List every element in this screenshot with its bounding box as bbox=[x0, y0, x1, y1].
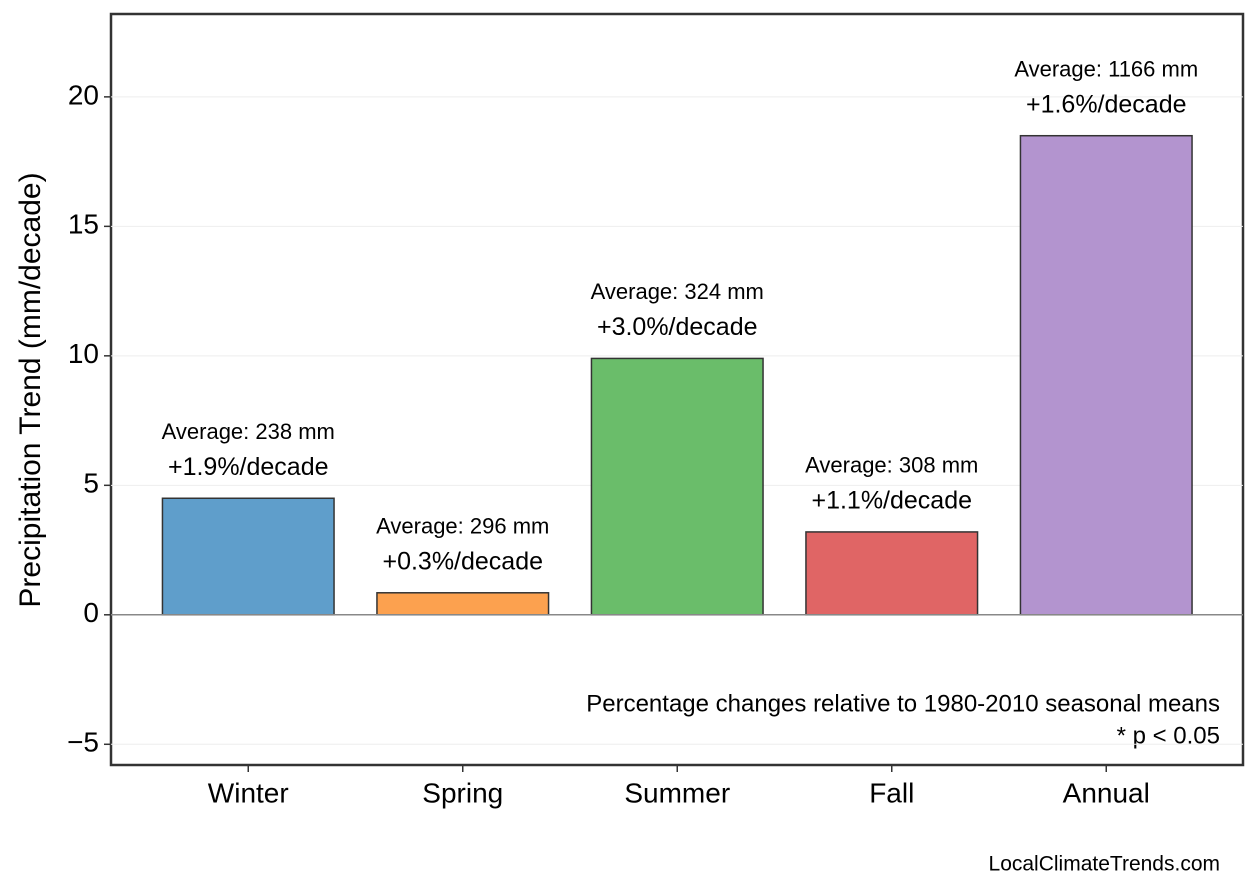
y-tick-label: 0 bbox=[83, 597, 99, 628]
y-tick-label: 20 bbox=[68, 79, 99, 110]
bar bbox=[590, 357, 764, 616]
x-tick-label: Winter bbox=[208, 777, 289, 808]
x-tick-label: Annual bbox=[1063, 777, 1150, 808]
average-label: Average: 238 mm bbox=[162, 419, 335, 444]
y-tick-label: 5 bbox=[83, 468, 99, 499]
y-tick-label: −5 bbox=[67, 727, 99, 758]
average-label: Average: 296 mm bbox=[376, 514, 549, 539]
bar bbox=[805, 531, 979, 616]
trend-label: +1.9%/decade bbox=[168, 453, 329, 481]
source: LocalClimateTrends.com bbox=[989, 853, 1220, 876]
y-tick-label: 10 bbox=[68, 338, 99, 369]
bar bbox=[376, 592, 550, 616]
y-axis-label: Precipitation Trend (mm/decade) bbox=[14, 172, 47, 607]
trend-label: +1.1%/decade bbox=[811, 487, 972, 515]
bar bbox=[1019, 134, 1193, 616]
y-tick-label: 15 bbox=[68, 209, 99, 240]
average-label: Average: 324 mm bbox=[591, 279, 764, 304]
annotation: * p < 0.05 bbox=[1117, 722, 1220, 749]
x-tick-label: Fall bbox=[869, 777, 914, 808]
trend-label: +0.3%/decade bbox=[382, 547, 543, 575]
average-label: Average: 1166 mm bbox=[1014, 57, 1198, 82]
trend-label: +1.6%/decade bbox=[1026, 90, 1187, 118]
x-tick-label: Summer bbox=[624, 777, 730, 808]
bar bbox=[161, 497, 335, 616]
x-tick-label: Spring bbox=[422, 777, 503, 808]
trend-label: +3.0%/decade bbox=[597, 313, 758, 341]
annotation: Percentage changes relative to 1980-2010… bbox=[586, 690, 1220, 717]
average-label: Average: 308 mm bbox=[805, 453, 978, 478]
